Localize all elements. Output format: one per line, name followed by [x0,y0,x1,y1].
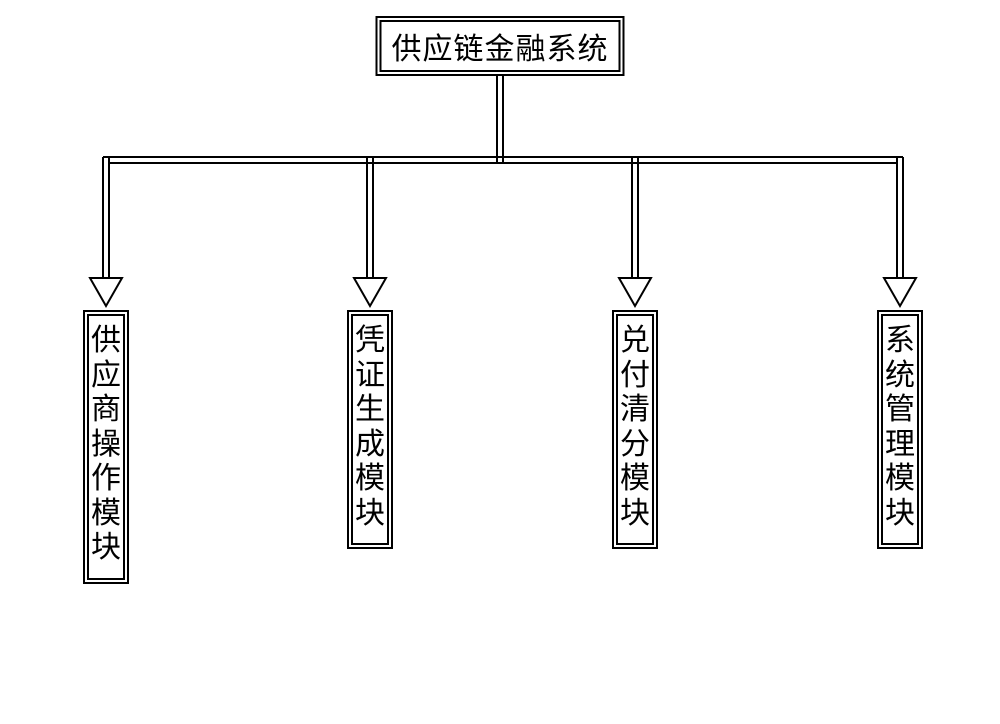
child-node-voucher-generation: 凭证生成模块 [347,310,393,549]
connectors-svg [0,0,1000,724]
child-node-payment-clearing: 兑付清分模块 [612,310,658,549]
child-node-supplier-operation: 供应商操作模块 [83,310,129,584]
org-diagram: 供应链金融系统 供应商操作模块 凭证生成模块 兑付清分模块 系统管理模块 [0,0,1000,724]
child-node-system-management: 系统管理模块 [877,310,923,549]
root-node: 供应链金融系统 [376,16,625,76]
